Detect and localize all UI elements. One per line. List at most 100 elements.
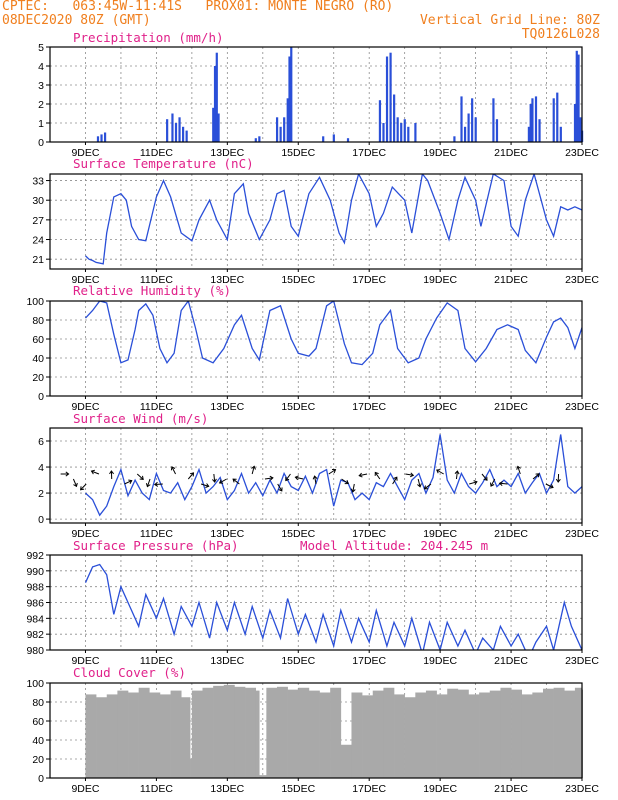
cloud-bar (159, 694, 171, 778)
cloud-bar (553, 687, 565, 778)
wind-arrow (91, 470, 100, 475)
wind-arrow (124, 480, 132, 485)
y-tick-label: 5 (38, 42, 44, 54)
y-tick-label: 992 (26, 550, 44, 562)
wind-arrow (469, 481, 478, 485)
y-tick-label: 30 (32, 195, 44, 207)
y-tick-label: 40 (32, 353, 44, 365)
x-tick-label: 9DEC (71, 783, 99, 795)
wind-arrow-head (109, 470, 114, 475)
wind-arrow-head (269, 475, 274, 481)
wind-arrow-head (65, 471, 70, 477)
cloud-bar (319, 692, 331, 778)
series-line-wind (85, 434, 582, 517)
wind-arrow-head (555, 478, 561, 483)
cloud-bar (404, 697, 416, 778)
header-grid-line: Vertical Grid Line: 80Z (419, 13, 600, 28)
x-tick-label: 11DEC (140, 147, 173, 159)
wind-arrow (295, 476, 304, 480)
precip-bar (213, 66, 217, 142)
y-tick-label: 80 (32, 315, 44, 327)
wind-arrow-head (483, 476, 488, 481)
x-tick-label: 21DEC (494, 147, 528, 159)
x-tick-label: 9DEC (71, 655, 99, 667)
cloud-bar (96, 697, 108, 778)
precip-bar (385, 56, 389, 142)
cloud-bar (181, 697, 191, 778)
y-tick-label: 980 (26, 645, 44, 657)
x-tick-label: 11DEC (140, 274, 173, 286)
cloud-bar (330, 687, 342, 778)
precip-bar (556, 92, 559, 142)
precip-bar (531, 98, 534, 142)
cloud-bar (521, 694, 533, 778)
cloud-bar (542, 688, 554, 778)
x-tick-label: 11DEC (140, 528, 173, 540)
wind-arrow-head (350, 488, 356, 493)
wind-arrow (436, 469, 444, 475)
x-tick-label: 23DEC (565, 274, 599, 286)
y-tick-label: 984 (26, 613, 44, 625)
panel-title: Surface Pressure (hPa) (73, 538, 239, 553)
wind-arrow (251, 466, 255, 475)
precip-bar (182, 126, 185, 142)
precip-bar (290, 47, 293, 142)
wind-arrow (374, 472, 381, 480)
x-tick-label: 9DEC (71, 274, 99, 286)
precip-bar (414, 123, 417, 142)
panel-subtitle: Model Altitude: 204.245 m (300, 538, 488, 553)
precip-bar (453, 136, 456, 142)
wind-arrow (200, 483, 209, 487)
wind-arrow (285, 473, 291, 481)
precip-bar (396, 117, 399, 142)
x-tick-label: 23DEC (565, 655, 599, 667)
x-tick-label: 23DEC (565, 783, 599, 795)
precip-bar (378, 100, 382, 142)
x-tick-label: 13DEC (210, 401, 244, 413)
wind-arrow (232, 478, 240, 485)
precip-bar (577, 54, 580, 142)
x-tick-label: 17DEC (352, 401, 386, 413)
cloud-bar (287, 689, 299, 778)
wind-arrow-head (409, 472, 415, 478)
precip-bar (283, 117, 286, 142)
panel-frame (49, 300, 583, 397)
y-tick-label: 0 (38, 514, 44, 526)
precip-bar (288, 56, 291, 142)
y-tick-label: 20 (32, 372, 44, 384)
wind-arrow (314, 476, 317, 485)
panel-wind: Surface Wind (m/s) 0 2 4 6 9DEC 11DEC 13DEC 15DE… (38, 411, 599, 540)
precip-bar (460, 96, 463, 142)
wind-arrow-head (498, 481, 503, 486)
panel-temp: Surface Temperature (nC) 21 24 27 30 33 9DEC 11… (32, 156, 599, 286)
precip-bar (171, 113, 174, 142)
cloud-bar (532, 692, 544, 778)
x-tick-label: 23DEC (565, 401, 599, 413)
wind-arrow (213, 473, 216, 483)
wind-arrow (532, 473, 540, 480)
x-tick-label: 17DEC (352, 655, 386, 667)
x-tick-label: 23DEC (565, 528, 599, 540)
header-model: TQ0126L028 (521, 27, 600, 42)
precip-bar (538, 119, 541, 142)
cloud-bar (128, 692, 139, 778)
series-line-rh (85, 301, 582, 366)
wind-arrow-head (454, 470, 460, 475)
wind-arrow-head (393, 476, 398, 481)
x-tick-label: 15DEC (281, 401, 315, 413)
wind-arrow (359, 473, 368, 477)
panel-frame (49, 427, 583, 524)
wind-arrow-head (90, 469, 96, 475)
cloud-bar (191, 690, 203, 778)
wind-arrow-head (535, 473, 540, 478)
x-tick-label: 9DEC (71, 147, 99, 159)
cloud-bar (447, 688, 459, 778)
precip-bar (534, 96, 538, 142)
x-tick-label: 19DEC (423, 274, 457, 286)
x-tick-label: 9DEC (71, 528, 99, 540)
wind-arrow (171, 466, 176, 475)
header-run-date: 08DEC2020 80Z (GMT) (2, 13, 151, 28)
cloud-bar (117, 690, 129, 778)
y-tick-label: 986 (26, 598, 44, 610)
panel-title: Cloud Cover (%) (73, 665, 186, 680)
